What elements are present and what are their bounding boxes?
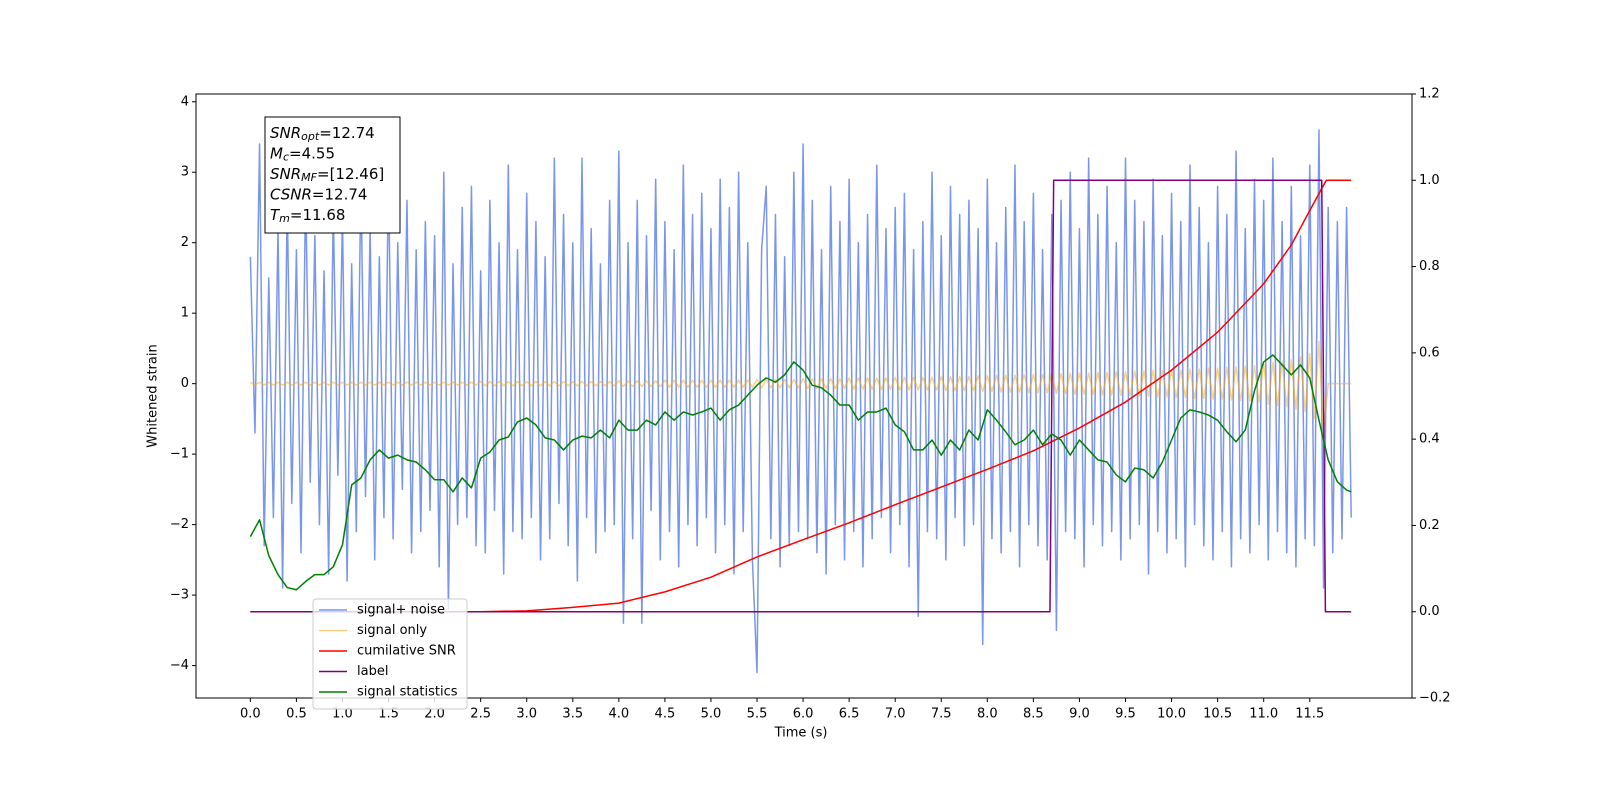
legend-label: label xyxy=(357,664,388,679)
y-tick-label: 3 xyxy=(181,165,189,180)
annotation-line: Tm=11.68 xyxy=(270,206,345,226)
series-line xyxy=(250,179,1352,613)
y-tick-label: 4 xyxy=(181,94,189,109)
x-tick-label: 4.5 xyxy=(655,707,676,722)
y2-tick-label: 0.4 xyxy=(1419,432,1440,447)
x-tick-label: 2.0 xyxy=(424,707,445,722)
series-line xyxy=(249,129,1352,674)
legend-label: signal+ noise xyxy=(357,603,445,618)
annotation-symbol: M xyxy=(270,144,283,162)
annotation: SNRopt=12.74Mc=4.55SNRMF=[12.46]CSNR=12.… xyxy=(264,116,401,234)
x-tick-label: 3.5 xyxy=(562,707,583,722)
series-line xyxy=(249,354,1352,591)
annotation-value: =12.74 xyxy=(312,185,368,203)
y-tick-label: −2 xyxy=(170,517,189,532)
x-tick-label: 2.5 xyxy=(470,707,491,722)
y2-tick-label: 0.6 xyxy=(1419,345,1440,360)
x-tick-label: 9.0 xyxy=(1069,707,1090,722)
annotation-subscript: m xyxy=(279,212,290,225)
x-tick-label: 10.5 xyxy=(1203,707,1232,722)
annotation-value: =12.74 xyxy=(319,124,375,142)
annotation-line: SNRopt=12.74 xyxy=(270,124,375,144)
x-tick-label: 1.5 xyxy=(378,707,399,722)
annotation-line: SNRMF=[12.46] xyxy=(270,165,384,185)
annotation-box xyxy=(264,116,401,234)
annotation-line: CSNR=12.74 xyxy=(270,185,367,203)
x-tick-label: 7.0 xyxy=(885,707,906,722)
x-tick-label: 8.0 xyxy=(977,707,998,722)
y2-tick-label: 1.0 xyxy=(1419,173,1440,188)
x-tick-label: 9.5 xyxy=(1115,707,1136,722)
legend-box xyxy=(312,598,468,710)
annotation-value: =11.68 xyxy=(290,206,346,224)
legend-label: signal statistics xyxy=(357,685,458,700)
annotation-symbol: CSNR xyxy=(270,185,312,203)
y2-tick-label: 0.0 xyxy=(1419,604,1440,619)
annotation-value: =4.55 xyxy=(289,144,335,162)
x-tick-label: 5.5 xyxy=(747,707,768,722)
y-tick-label: 0 xyxy=(181,376,189,391)
y-tick-label: −3 xyxy=(170,588,189,603)
annotation-symbol: SNR xyxy=(270,165,301,183)
legend-label: cumilative SNR xyxy=(357,644,456,659)
x-tick-label: 4.0 xyxy=(608,707,629,722)
x-tick-label: 11.5 xyxy=(1295,707,1324,722)
annotation-subscript: MF xyxy=(301,171,317,184)
x-tick-label: 6.0 xyxy=(793,707,814,722)
x-tick-label: 6.5 xyxy=(839,707,860,722)
axes-frame xyxy=(195,93,1413,699)
y-tick-label: −1 xyxy=(170,447,189,462)
x-tick-label: 1.0 xyxy=(332,707,353,722)
y2-tick-label: 0.2 xyxy=(1419,518,1440,533)
x-tick-label: 5.0 xyxy=(701,707,722,722)
legend-label: signal only xyxy=(357,623,427,638)
y-tick-label: −4 xyxy=(170,658,189,673)
series-line xyxy=(249,340,1352,434)
annotation-line: Mc=4.55 xyxy=(270,144,335,164)
annotation-value: =[12.46] xyxy=(317,165,384,183)
x-tick-label: 7.5 xyxy=(931,707,952,722)
plot-area xyxy=(249,129,1352,674)
x-tick-label: 3.0 xyxy=(516,707,537,722)
y2-tick-label: −0.2 xyxy=(1419,691,1451,706)
legend: signal+ noise signal only cumilative SNR la… xyxy=(312,598,468,710)
series-line xyxy=(250,179,1352,613)
annotation-subscript: c xyxy=(283,151,289,164)
x-tick-label: 0.5 xyxy=(286,707,307,722)
x-axis-label: Time (s) xyxy=(774,726,828,741)
y2-tick-label: 0.8 xyxy=(1419,259,1440,274)
x-tick-label: 11.0 xyxy=(1249,707,1278,722)
annotation-symbol: SNR xyxy=(270,124,301,142)
x-tick-label: 0.0 xyxy=(240,707,261,722)
x-tick-label: 8.5 xyxy=(1023,707,1044,722)
x-tick-label: 10.0 xyxy=(1157,707,1186,722)
y-tick-label: 1 xyxy=(181,306,189,321)
y-tick-label: 2 xyxy=(181,235,189,250)
y-axis-label: Whitened strain xyxy=(146,344,161,447)
annotation-subscript: opt xyxy=(301,130,320,143)
y2-tick-label: 1.2 xyxy=(1419,87,1440,102)
annotation-symbol: T xyxy=(270,206,281,224)
